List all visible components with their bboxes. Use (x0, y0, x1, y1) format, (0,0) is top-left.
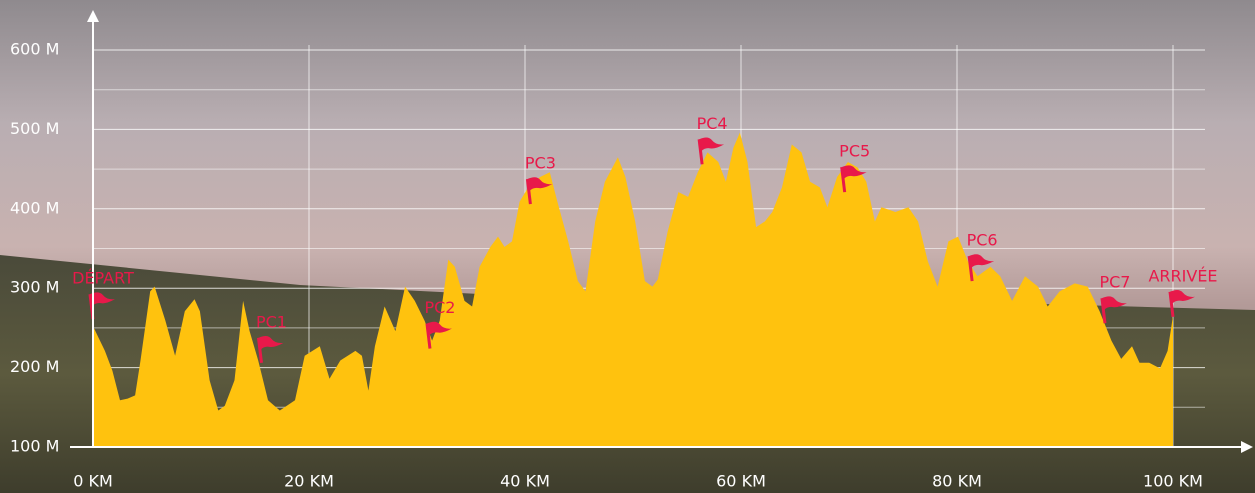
y-tick-label: 400 M (10, 198, 59, 217)
y-tick-label: 200 M (10, 357, 59, 376)
x-tick-label: 20 KM (284, 472, 334, 491)
page: 100 M 200 M 300 M 400 M 500 M 600 M 0 KM 20 KM 4… (0, 0, 1255, 493)
chart: 100 M 200 M 300 M 400 M 500 M 600 M 0 KM 20 KM 4… (0, 0, 1255, 493)
y-tick-label: 100 M (10, 437, 59, 456)
checkpoint-label: ARRIVÉE (1148, 266, 1217, 285)
y-tick-label: 300 M (10, 278, 59, 297)
checkpoint-label: PC5 (839, 142, 870, 161)
x-tick-label: 40 KM (500, 472, 550, 491)
x-tick-label: 100 KM (1143, 472, 1203, 491)
y-tick-label: 600 M (10, 40, 59, 59)
checkpoint-label: PC4 (697, 114, 728, 133)
x-tick-label: 0 KM (73, 472, 113, 491)
checkpoint-label: PC7 (1099, 273, 1130, 292)
y-tick-label: 500 M (10, 119, 59, 138)
checkpoint-label: PC3 (525, 154, 556, 173)
checkpoint-label: PC2 (424, 298, 455, 317)
checkpoint-label: PC1 (256, 312, 287, 331)
checkpoint-label: DÉPART (72, 269, 134, 288)
x-tick-label: 80 KM (932, 472, 982, 491)
checkpoint-label: PC6 (967, 231, 998, 250)
x-tick-label: 60 KM (716, 472, 766, 491)
